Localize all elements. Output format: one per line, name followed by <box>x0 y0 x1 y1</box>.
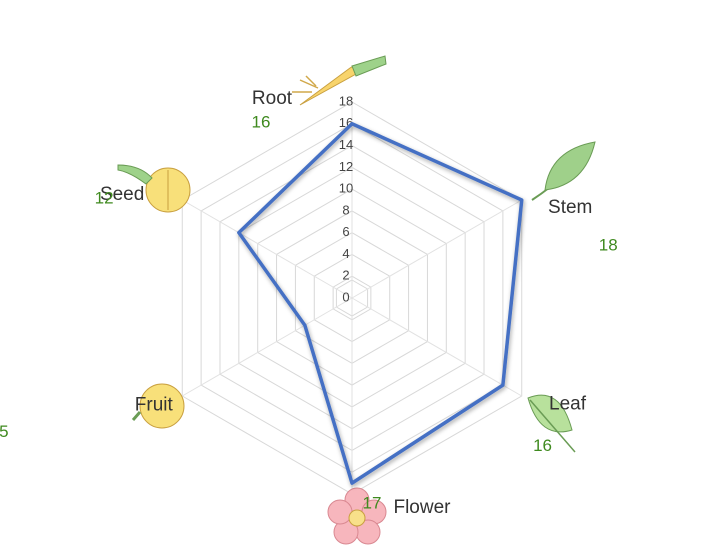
r-tick-label: 2 <box>342 268 349 283</box>
r-tick-label: 8 <box>342 202 349 217</box>
value-label: 12 <box>95 188 114 207</box>
spoke <box>351 297 522 397</box>
category-label: Seed <box>100 184 144 205</box>
value-label: 16 <box>533 436 552 455</box>
value-label: 17 <box>363 493 382 512</box>
r-tick-label: 0 <box>342 289 349 304</box>
r-tick-label: 4 <box>342 246 349 261</box>
r-tick-label: 18 <box>339 93 353 108</box>
radar-line <box>237 122 524 485</box>
r-tick-label: 14 <box>339 137 353 152</box>
fruit-icon <box>131 383 185 429</box>
spoke <box>182 199 353 299</box>
carrot-icon <box>292 55 387 106</box>
category-label: Root <box>252 88 293 109</box>
value-label: 16 <box>252 112 271 131</box>
flower-icon <box>327 487 387 545</box>
r-tick-label: 10 <box>339 181 353 196</box>
value-label: 5 <box>0 422 9 441</box>
category-label: Leaf <box>549 394 587 415</box>
leaf-stem-icon <box>531 141 596 201</box>
icons <box>117 55 596 545</box>
category-label: Flower <box>393 497 451 518</box>
r-tick-label: 12 <box>339 159 353 174</box>
spoke <box>182 297 353 397</box>
value-label: 18 <box>599 235 618 254</box>
category-label: Fruit <box>135 395 174 416</box>
seed-icon <box>117 164 191 213</box>
r-tick-label: 6 <box>342 224 349 239</box>
category-label: Stem <box>548 197 592 218</box>
leaf-icon <box>527 394 576 453</box>
spoke <box>351 199 522 299</box>
